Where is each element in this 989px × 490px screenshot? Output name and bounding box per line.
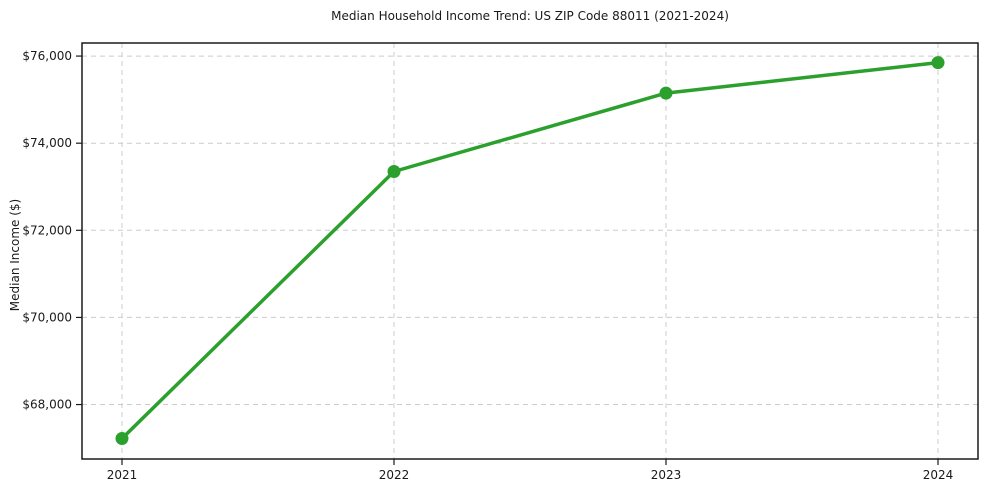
plot-border xyxy=(81,42,979,460)
x-tick-label: 2023 xyxy=(651,468,682,482)
chart-title: Median Household Income Trend: US ZIP Co… xyxy=(331,9,729,23)
y-tick-label: $74,000 xyxy=(22,136,72,150)
x-tick-label: 2021 xyxy=(107,468,138,482)
x-tick-label: 2024 xyxy=(923,468,954,482)
x-tick-label: 2022 xyxy=(379,468,410,482)
data-point-2021 xyxy=(115,432,129,446)
data-point-2024 xyxy=(931,56,945,70)
y-tick-label: $70,000 xyxy=(22,310,72,324)
y-tick-label: $72,000 xyxy=(22,223,72,237)
y-tick-label: $76,000 xyxy=(22,49,72,63)
y-tick-label: $68,000 xyxy=(22,398,72,412)
data-point-2022 xyxy=(387,165,401,179)
trend-line xyxy=(120,60,940,441)
data-point-2023 xyxy=(659,86,673,100)
